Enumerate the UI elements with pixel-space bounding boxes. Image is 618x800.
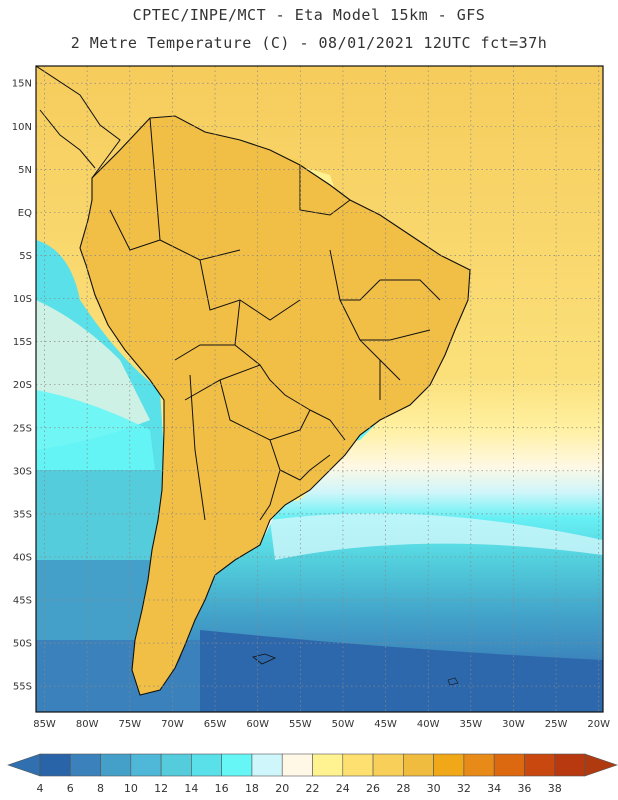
lat-label: 20S — [13, 380, 32, 391]
lon-label: 60W — [246, 719, 269, 730]
lat-label: 10N — [12, 122, 32, 133]
colorbar-swatch — [342, 753, 374, 777]
lon-label: 50W — [332, 719, 355, 730]
colorbar-swatch — [493, 753, 525, 777]
colorbar-label: 10 — [124, 782, 138, 795]
colorbar-label: 16 — [215, 782, 229, 795]
lat-label: 10S — [13, 294, 32, 305]
colorbar-swatch — [403, 753, 434, 777]
colorbar-swatch — [251, 753, 283, 777]
lat-label: 25S — [13, 423, 32, 434]
colorbar-swatch — [463, 753, 495, 777]
colorbar-swatch — [524, 753, 556, 777]
lat-label: 5N — [18, 165, 32, 176]
colorbar-label: 6 — [67, 782, 74, 795]
colorbar-label: 14 — [184, 782, 198, 795]
lat-label: 35S — [13, 509, 32, 520]
lon-label: 20W — [587, 719, 610, 730]
colorbar-swatch — [433, 753, 465, 777]
colorbar-swatch — [130, 753, 162, 777]
lat-lon-grid — [36, 66, 603, 712]
lat-label: 15N — [12, 79, 32, 90]
map-frame — [35, 65, 604, 713]
colorbar-swatch — [160, 753, 192, 777]
longitude-labels: 85W 80W 75W 70W 65W 60W 55W 50W 45W 40W 35W 30W 25W 2… — [33, 719, 610, 730]
colorbar-label: 32 — [457, 782, 471, 795]
colorbar-label: 4 — [37, 782, 44, 795]
colorbar-label: 18 — [245, 782, 259, 795]
colorbar-swatch — [191, 753, 222, 777]
colorbar-label: 22 — [306, 782, 320, 795]
lon-label: 80W — [76, 719, 99, 730]
lon-label: 30W — [502, 719, 525, 730]
lon-label: 85W — [33, 719, 56, 730]
lat-label: 55S — [13, 682, 32, 693]
coastlines-and-borders — [36, 66, 471, 696]
lon-label: 65W — [204, 719, 227, 730]
colorbar-label: 36 — [517, 782, 531, 795]
lon-label: 70W — [161, 719, 184, 730]
colorbar-label: 12 — [154, 782, 168, 795]
colorbar-swatch — [281, 753, 313, 777]
colorbar-swatch — [100, 753, 132, 777]
lat-label: 30S — [13, 466, 32, 477]
colorbar-low-arrow — [7, 753, 41, 777]
colorbar-swatch — [554, 753, 586, 777]
colorbar-swatch — [39, 753, 71, 777]
lon-label: 35W — [460, 719, 483, 730]
lat-label: 45S — [13, 596, 32, 607]
lat-label: EQ — [18, 208, 32, 219]
latitude-labels: 15N 10N 5N EQ 5S 10S 15S 20S 25S 30S 35S 40S 45S 50S 5… — [12, 79, 32, 693]
lon-label: 25W — [545, 719, 568, 730]
colorbar-label: 34 — [487, 782, 501, 795]
colorbar: 4 6 8 10 12 14 16 18 20 22 24 26 28 30 32 34 36 38 — [7, 753, 618, 795]
colorbar-label: 38 — [548, 782, 562, 795]
colorbar-swatch — [312, 753, 344, 777]
lat-label: 15S — [13, 337, 32, 348]
lon-label: 40W — [417, 719, 440, 730]
colorbar-label: 20 — [275, 782, 289, 795]
lon-label: 45W — [374, 719, 397, 730]
lat-label: 50S — [13, 639, 32, 650]
colorbar-swatch — [372, 753, 404, 777]
colorbar-label: 28 — [396, 782, 410, 795]
lon-label: 55W — [289, 719, 312, 730]
colorbar-label: 24 — [336, 782, 350, 795]
chart-subtitle: 2 Metre Temperature (C) - 08/01/2021 12U… — [70, 34, 548, 52]
lat-label: 5S — [19, 251, 32, 262]
colorbar-label: 26 — [366, 782, 380, 795]
chart-title: CPTEC/INPE/MCT - Eta Model 15km - GFS — [132, 6, 486, 24]
colorbar-label: 30 — [427, 782, 441, 795]
colorbar-swatch — [69, 753, 101, 777]
colorbar-label: 8 — [97, 782, 104, 795]
lon-label: 75W — [118, 719, 141, 730]
colorbar-high-arrow — [584, 753, 618, 777]
lat-label: 40S — [13, 552, 32, 563]
colorbar-swatch — [221, 753, 253, 777]
